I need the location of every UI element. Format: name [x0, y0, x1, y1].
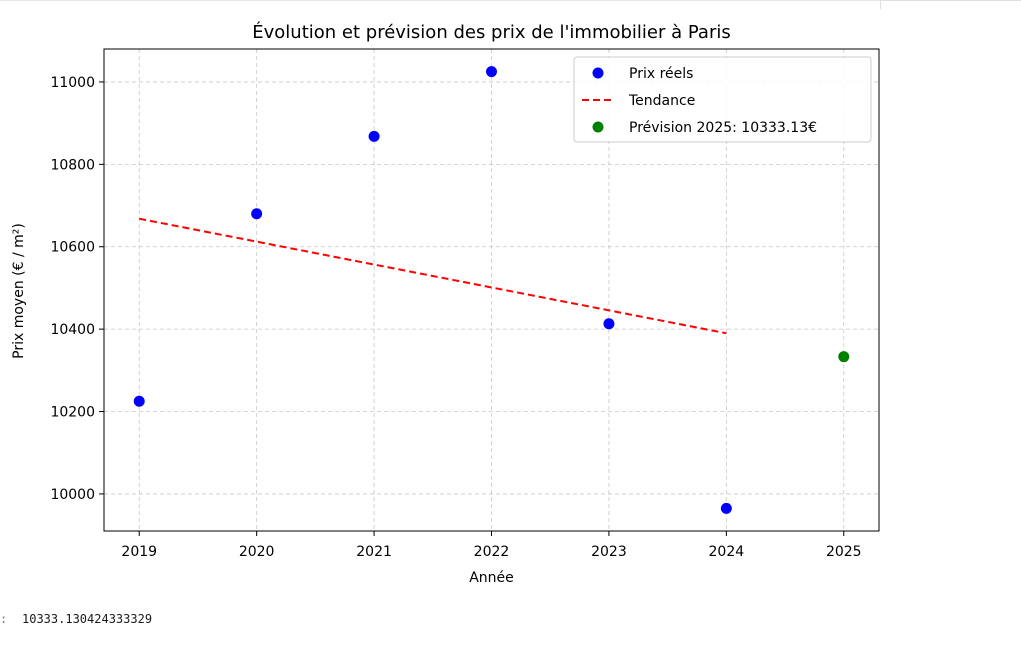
chart-title: Évolution et prévision des prix de l'imm… — [252, 21, 730, 43]
y-tick-label: 10400 — [50, 322, 95, 338]
y-tick-label: 10600 — [50, 240, 95, 256]
chart-canvas: 2019 2020 2021 2022 2023 2024 2025 10000 10200 10… — [11, 21, 880, 586]
actual-price-point — [251, 208, 263, 220]
legend-box — [573, 56, 872, 143]
actual-price-point — [133, 395, 145, 407]
x-tick-label: 2023 — [591, 544, 627, 560]
legend-dot-marker — [592, 121, 604, 133]
y-tick-label: 10000 — [50, 487, 95, 503]
forecast-point — [838, 351, 850, 363]
cell-border — [880, 0, 1021, 9]
legend: Prix réels Tendance Prévision 2025: 10333.… — [573, 56, 872, 143]
x-axis-label: Année — [469, 570, 514, 586]
y-tick-label: 11000 — [50, 75, 95, 91]
actual-price-point — [368, 130, 380, 142]
output-value: 10333.130424333329 — [22, 612, 153, 626]
x-tick-label: 2025 — [826, 544, 862, 560]
y-tick-label: 10800 — [50, 157, 95, 173]
x-tick-label: 2021 — [356, 544, 392, 560]
actual-price-point — [603, 318, 615, 330]
actual-price-point — [486, 66, 497, 78]
axis-ticks: 2019 2020 2021 2022 2023 2024 2025 10000 10200 10… — [50, 75, 861, 560]
legend-label: Prix réels — [629, 66, 693, 82]
legend-dot-marker — [592, 67, 604, 79]
x-tick-label: 2019 — [121, 544, 157, 560]
x-tick-label: 2020 — [239, 544, 275, 560]
data-points — [133, 66, 850, 514]
trend-line — [139, 217, 727, 335]
legend-label: Prévision 2025: 10333.13€ — [629, 120, 817, 136]
y-tick-label: 10200 — [50, 405, 95, 421]
actual-price-point — [720, 502, 732, 514]
output-prompt: : — [0, 612, 8, 626]
y-axis-label: Prix moyen (€ / m²) — [11, 223, 27, 359]
legend-label: Tendance — [628, 93, 695, 109]
top-divider — [0, 0, 1021, 1]
x-tick-label: 2024 — [709, 544, 745, 560]
trend-line-group — [139, 217, 727, 335]
x-tick-label: 2022 — [474, 544, 510, 560]
